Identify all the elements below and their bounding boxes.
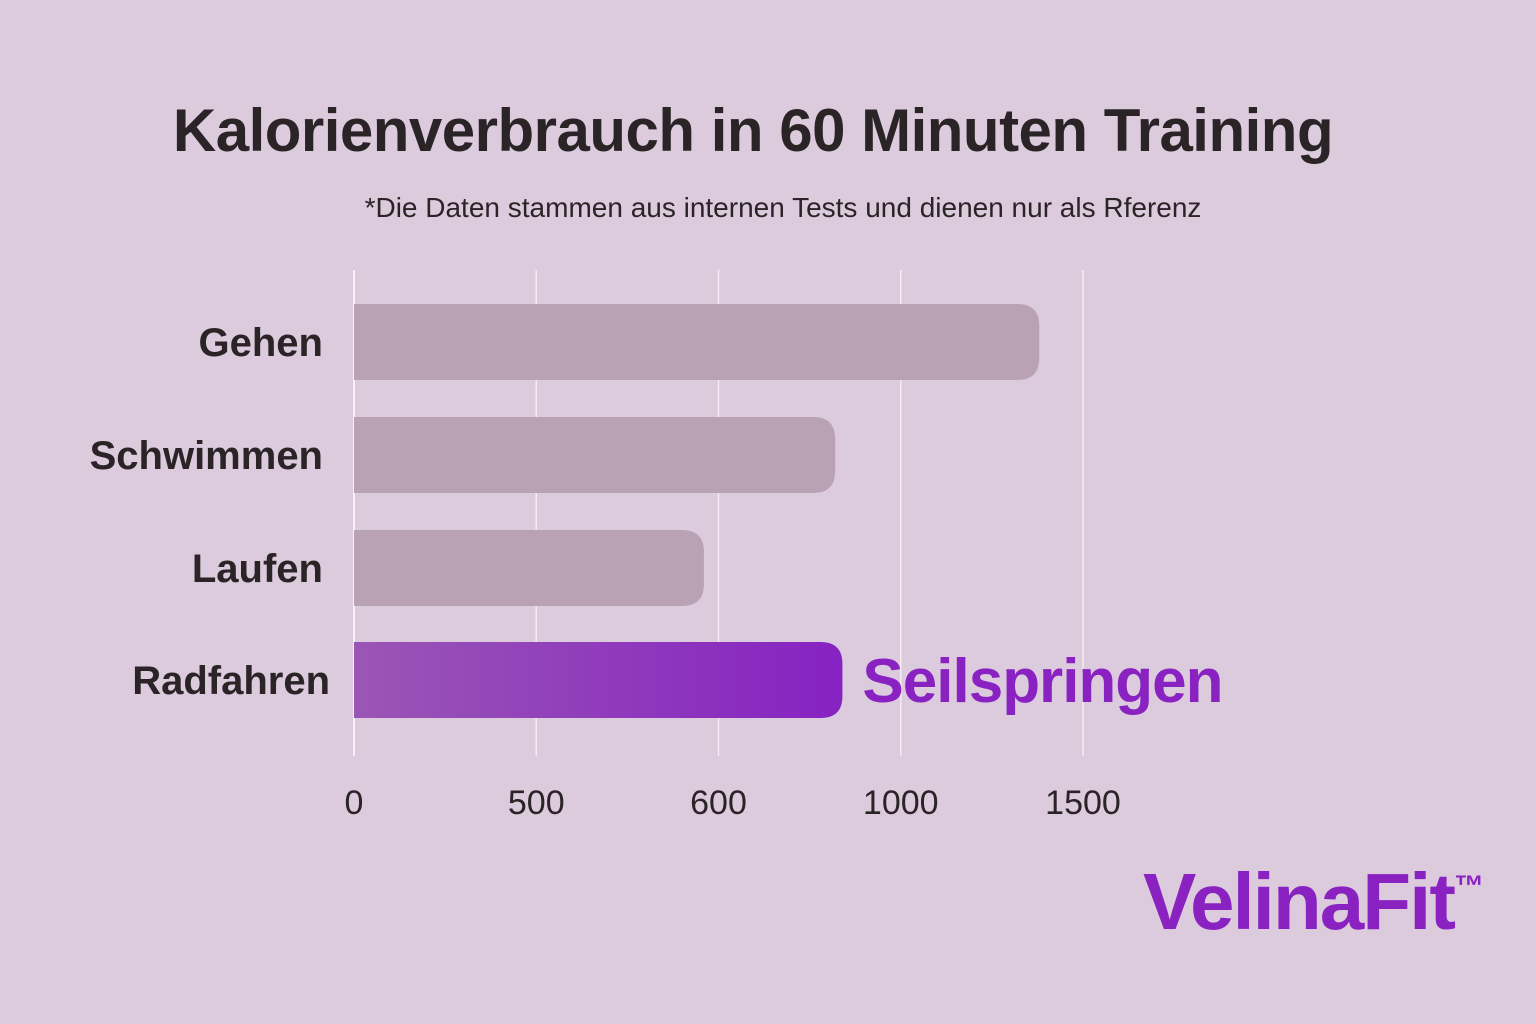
- bars: [354, 304, 1040, 718]
- bar-gehen: [354, 304, 1040, 380]
- x-tick-label: 0: [345, 784, 364, 822]
- x-tick-label: 1500: [1045, 784, 1121, 822]
- category-labels: Gehen Schwimmen Laufen Radfahren: [90, 321, 330, 703]
- annotations: Seilspringen: [862, 647, 1223, 716]
- x-tick-label: 1000: [863, 784, 939, 822]
- brand-logo: VelinaFit™: [1143, 856, 1484, 948]
- brand-name: VelinaFit: [1143, 857, 1456, 946]
- x-tick-labels: 0 500 600 1000 1500: [345, 784, 1121, 822]
- trademark-symbol: ™: [1454, 870, 1484, 903]
- chart-title: Kalorienverbrauch in 60 Minuten Training: [172, 97, 1334, 164]
- category-label-schwimmen: Schwimmen: [90, 434, 323, 478]
- category-label-gehen: Gehen: [199, 321, 323, 365]
- category-label-radfahren: Radfahren: [132, 659, 330, 703]
- category-label-laufen: Laufen: [192, 547, 323, 591]
- chart-subtitle: *Die Daten stammen aus internen Tests un…: [364, 192, 1202, 223]
- bar-radfahren: [354, 642, 843, 718]
- highlight-label: Seilspringen: [862, 647, 1222, 716]
- x-tick-label: 500: [508, 784, 565, 822]
- x-tick-label: 600: [690, 784, 747, 822]
- bar-schwimmen: [354, 417, 836, 493]
- bar-laufen: [354, 530, 704, 606]
